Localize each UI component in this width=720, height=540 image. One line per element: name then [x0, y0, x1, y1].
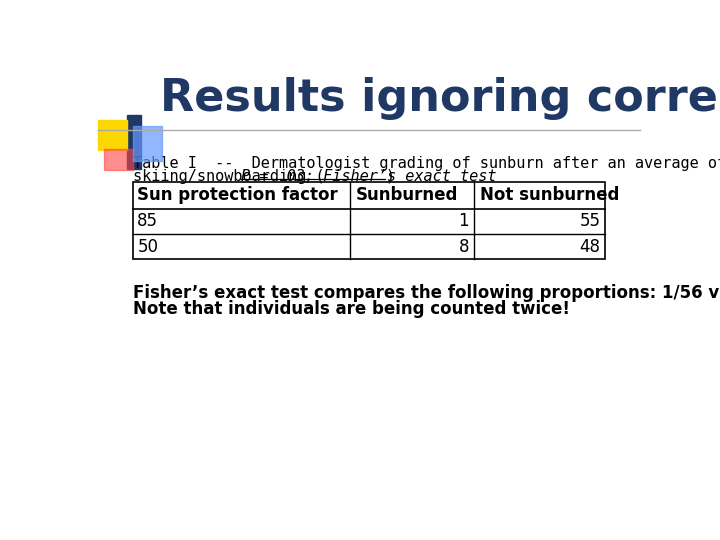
Text: 50: 50	[138, 238, 158, 255]
Text: 8: 8	[459, 238, 469, 255]
Text: 1: 1	[459, 213, 469, 231]
Bar	[127, 115, 141, 168]
Text: skiing/snowboarding (: skiing/snowboarding (	[132, 168, 324, 184]
Bar	[132, 126, 162, 161]
Text: Table I  --  Dermatologist grading of sunburn after an average of 5 hours of: Table I -- Dermatologist grading of sunb…	[132, 156, 720, 171]
Text: 48: 48	[580, 238, 600, 255]
Text: Note that individuals are being counted twice!: Note that individuals are being counted …	[132, 300, 570, 318]
Bar	[104, 148, 133, 170]
Bar	[98, 120, 127, 150]
Bar	[132, 182, 606, 259]
Text: Fisher’s exact test compares the following proportions: 1/56 versus 8/56.: Fisher’s exact test compares the followi…	[132, 284, 720, 302]
Text: ): )	[385, 168, 395, 184]
Text: 55: 55	[580, 213, 600, 231]
Text: 85: 85	[138, 213, 158, 231]
Text: P = .03; Fisher’s exact test: P = .03; Fisher’s exact test	[241, 168, 496, 184]
Text: Results ignoring correlation:: Results ignoring correlation:	[160, 77, 720, 120]
Text: Not sunburned: Not sunburned	[480, 186, 619, 204]
Text: Sunburned: Sunburned	[356, 186, 458, 204]
Text: Sun protection factor: Sun protection factor	[138, 186, 338, 204]
